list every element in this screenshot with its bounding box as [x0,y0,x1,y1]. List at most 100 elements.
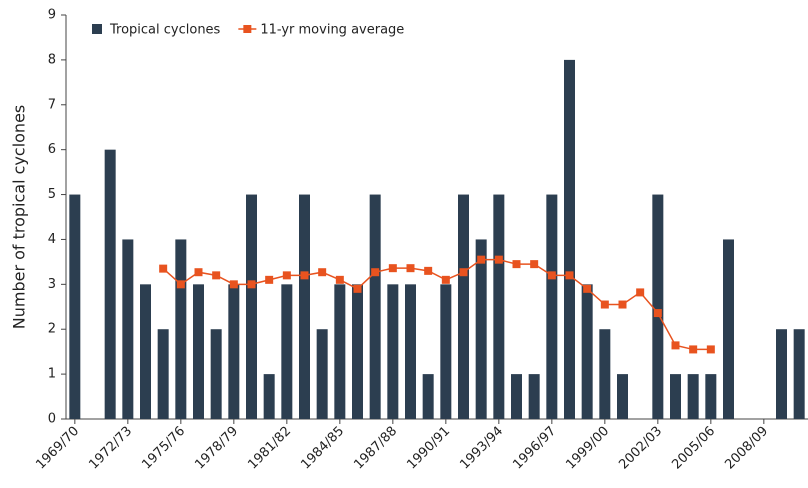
y-axis-label: Number of tropical cyclones [10,105,29,330]
bar [299,194,310,419]
line-marker [318,268,327,277]
line-marker [176,280,185,289]
bar [281,284,293,419]
bar [422,374,434,419]
line-marker [671,341,680,350]
x-tick-label: 1969/70 [33,424,82,473]
bar [193,284,204,419]
bar [793,329,805,419]
bar [687,374,699,419]
bar [546,194,558,419]
bar [670,374,681,419]
y-tick-label: 1 [48,367,56,382]
line-marker [547,271,556,280]
x-tick-label: 1999/00 [563,424,612,473]
x-tick-label: 1987/88 [351,424,400,473]
line-marker [565,271,574,280]
y-tick-label: 0 [48,412,56,427]
bar [511,374,522,419]
bar [246,194,257,419]
y-tick-label: 6 [48,142,56,157]
x-tick-label: 1990/91 [404,424,453,473]
bar [387,284,399,419]
bar [458,194,469,419]
line-marker [282,271,291,280]
line-marker [247,280,256,289]
x-tick-label: 2005/06 [669,424,718,473]
x-tick-label: 1993/94 [457,424,506,473]
line-marker [194,268,203,277]
line-marker [441,275,450,284]
bar [776,329,787,419]
bar [599,329,611,419]
bar [228,284,240,419]
x-tick-label: 1981/82 [245,424,294,473]
line-marker [353,284,362,293]
bar [705,374,717,419]
line-marker [265,275,274,284]
bar [210,329,222,419]
bar [369,194,381,419]
bar [104,149,116,419]
legend-label: Tropical cyclones [109,23,221,38]
legend-label: 11-yr moving average [260,23,404,38]
bar [352,284,363,419]
bar [652,194,664,419]
bar [69,194,81,419]
bar [617,374,628,419]
bar [581,284,593,419]
line-marker [300,271,309,280]
line-marker [530,260,539,269]
bar [723,239,734,419]
y-tick-label: 3 [48,277,56,292]
x-tick-label: 1996/97 [510,424,559,473]
bar [157,329,169,419]
line-marker [618,300,627,309]
x-tick-label: 2008/09 [722,424,771,473]
bar [405,284,416,419]
bar [564,59,575,420]
line-marker [689,345,698,354]
line-marker [600,300,609,309]
line-marker [212,271,221,280]
x-tick-label: 1975/76 [139,424,188,473]
line-marker [459,268,468,277]
y-tick-label: 7 [48,97,56,112]
line-marker [388,264,397,273]
bar [263,374,275,419]
y-tick-label: 5 [48,187,56,202]
bar [122,239,134,419]
line-marker [335,275,344,284]
bar [475,239,487,419]
y-tick-label: 2 [48,322,56,337]
bar [316,329,328,419]
bar [440,284,452,419]
line-marker [636,288,645,297]
line-marker [583,284,592,293]
y-tick-label: 8 [48,52,56,67]
bar [175,239,187,419]
x-tick-label: 1978/79 [192,424,241,473]
line-marker [477,255,486,264]
bar [493,194,505,419]
line-marker [371,268,380,277]
line-marker [706,345,715,354]
line-marker [494,255,503,264]
line-marker [512,260,521,269]
line [162,258,711,351]
line-marker [653,309,662,318]
bar [140,284,151,419]
x-tick-label: 2002/03 [616,424,665,473]
line-marker [159,264,168,273]
bar [334,284,346,419]
x-tick-label: 1972/73 [86,424,135,473]
x-tick-label: 1984/85 [298,424,347,473]
line-marker [229,280,238,289]
y-tick-label: 9 [48,8,56,23]
line-marker [406,264,415,273]
line-marker [424,266,433,275]
legend-swatch [243,25,252,33]
legend-swatch [92,24,102,34]
